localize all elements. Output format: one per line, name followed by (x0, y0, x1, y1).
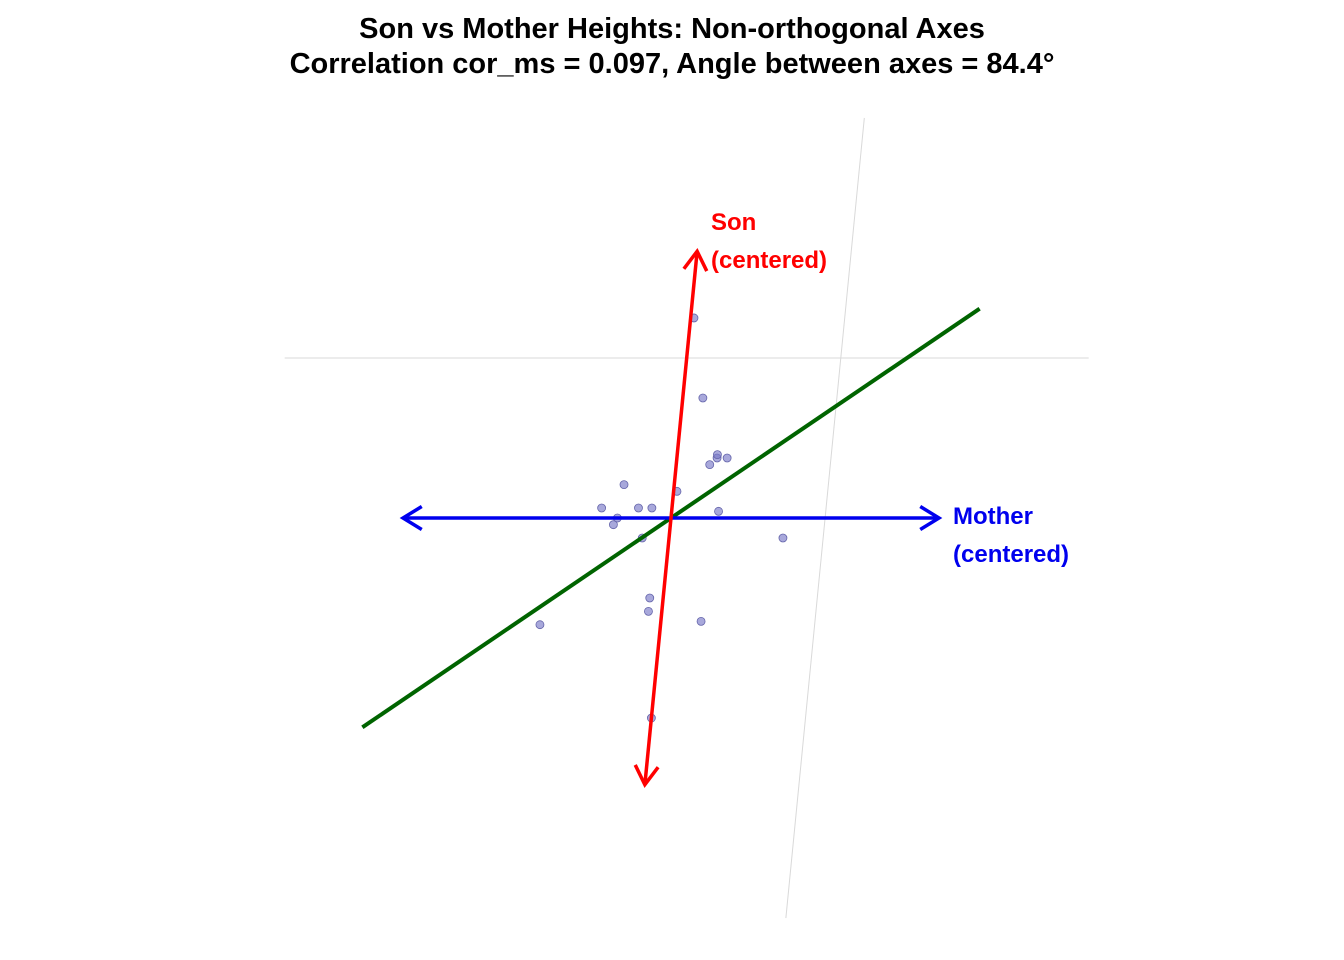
mother-axis-arrowhead-end (399, 505, 423, 531)
data-point (608, 520, 618, 530)
mother-axis-label: Mother (953, 503, 1033, 530)
data-point (705, 460, 715, 470)
data-point (778, 533, 788, 543)
data-point (535, 620, 545, 630)
son-axis-label: Son (711, 209, 756, 236)
mother-axis-arrowhead-start (919, 505, 943, 531)
son-axis-label-sub: (centered) (711, 247, 827, 274)
data-point (647, 503, 657, 513)
data-point (634, 503, 643, 513)
data-point (645, 593, 655, 603)
son-axis-arrowhead-start (682, 247, 709, 272)
chart-subtitle: Correlation cor_ms = 0.097, Angle betwee… (290, 48, 1055, 80)
son-axis-arrowhead-end (633, 764, 660, 789)
chart-title: Son vs Mother Heights: Non-orthogonal Ax… (359, 13, 985, 45)
data-point (722, 453, 732, 463)
mother-axis-label-sub: (centered) (953, 541, 1069, 568)
data-point (619, 480, 629, 490)
axes-layer (399, 247, 943, 789)
data-point (713, 450, 722, 460)
son-axis (633, 247, 709, 789)
data-point (698, 393, 708, 403)
data-point (696, 616, 706, 626)
son-axis-line (643, 251, 699, 785)
data-point (644, 606, 653, 616)
data-point (597, 503, 607, 513)
data-point (714, 506, 723, 516)
data-points (535, 313, 788, 723)
